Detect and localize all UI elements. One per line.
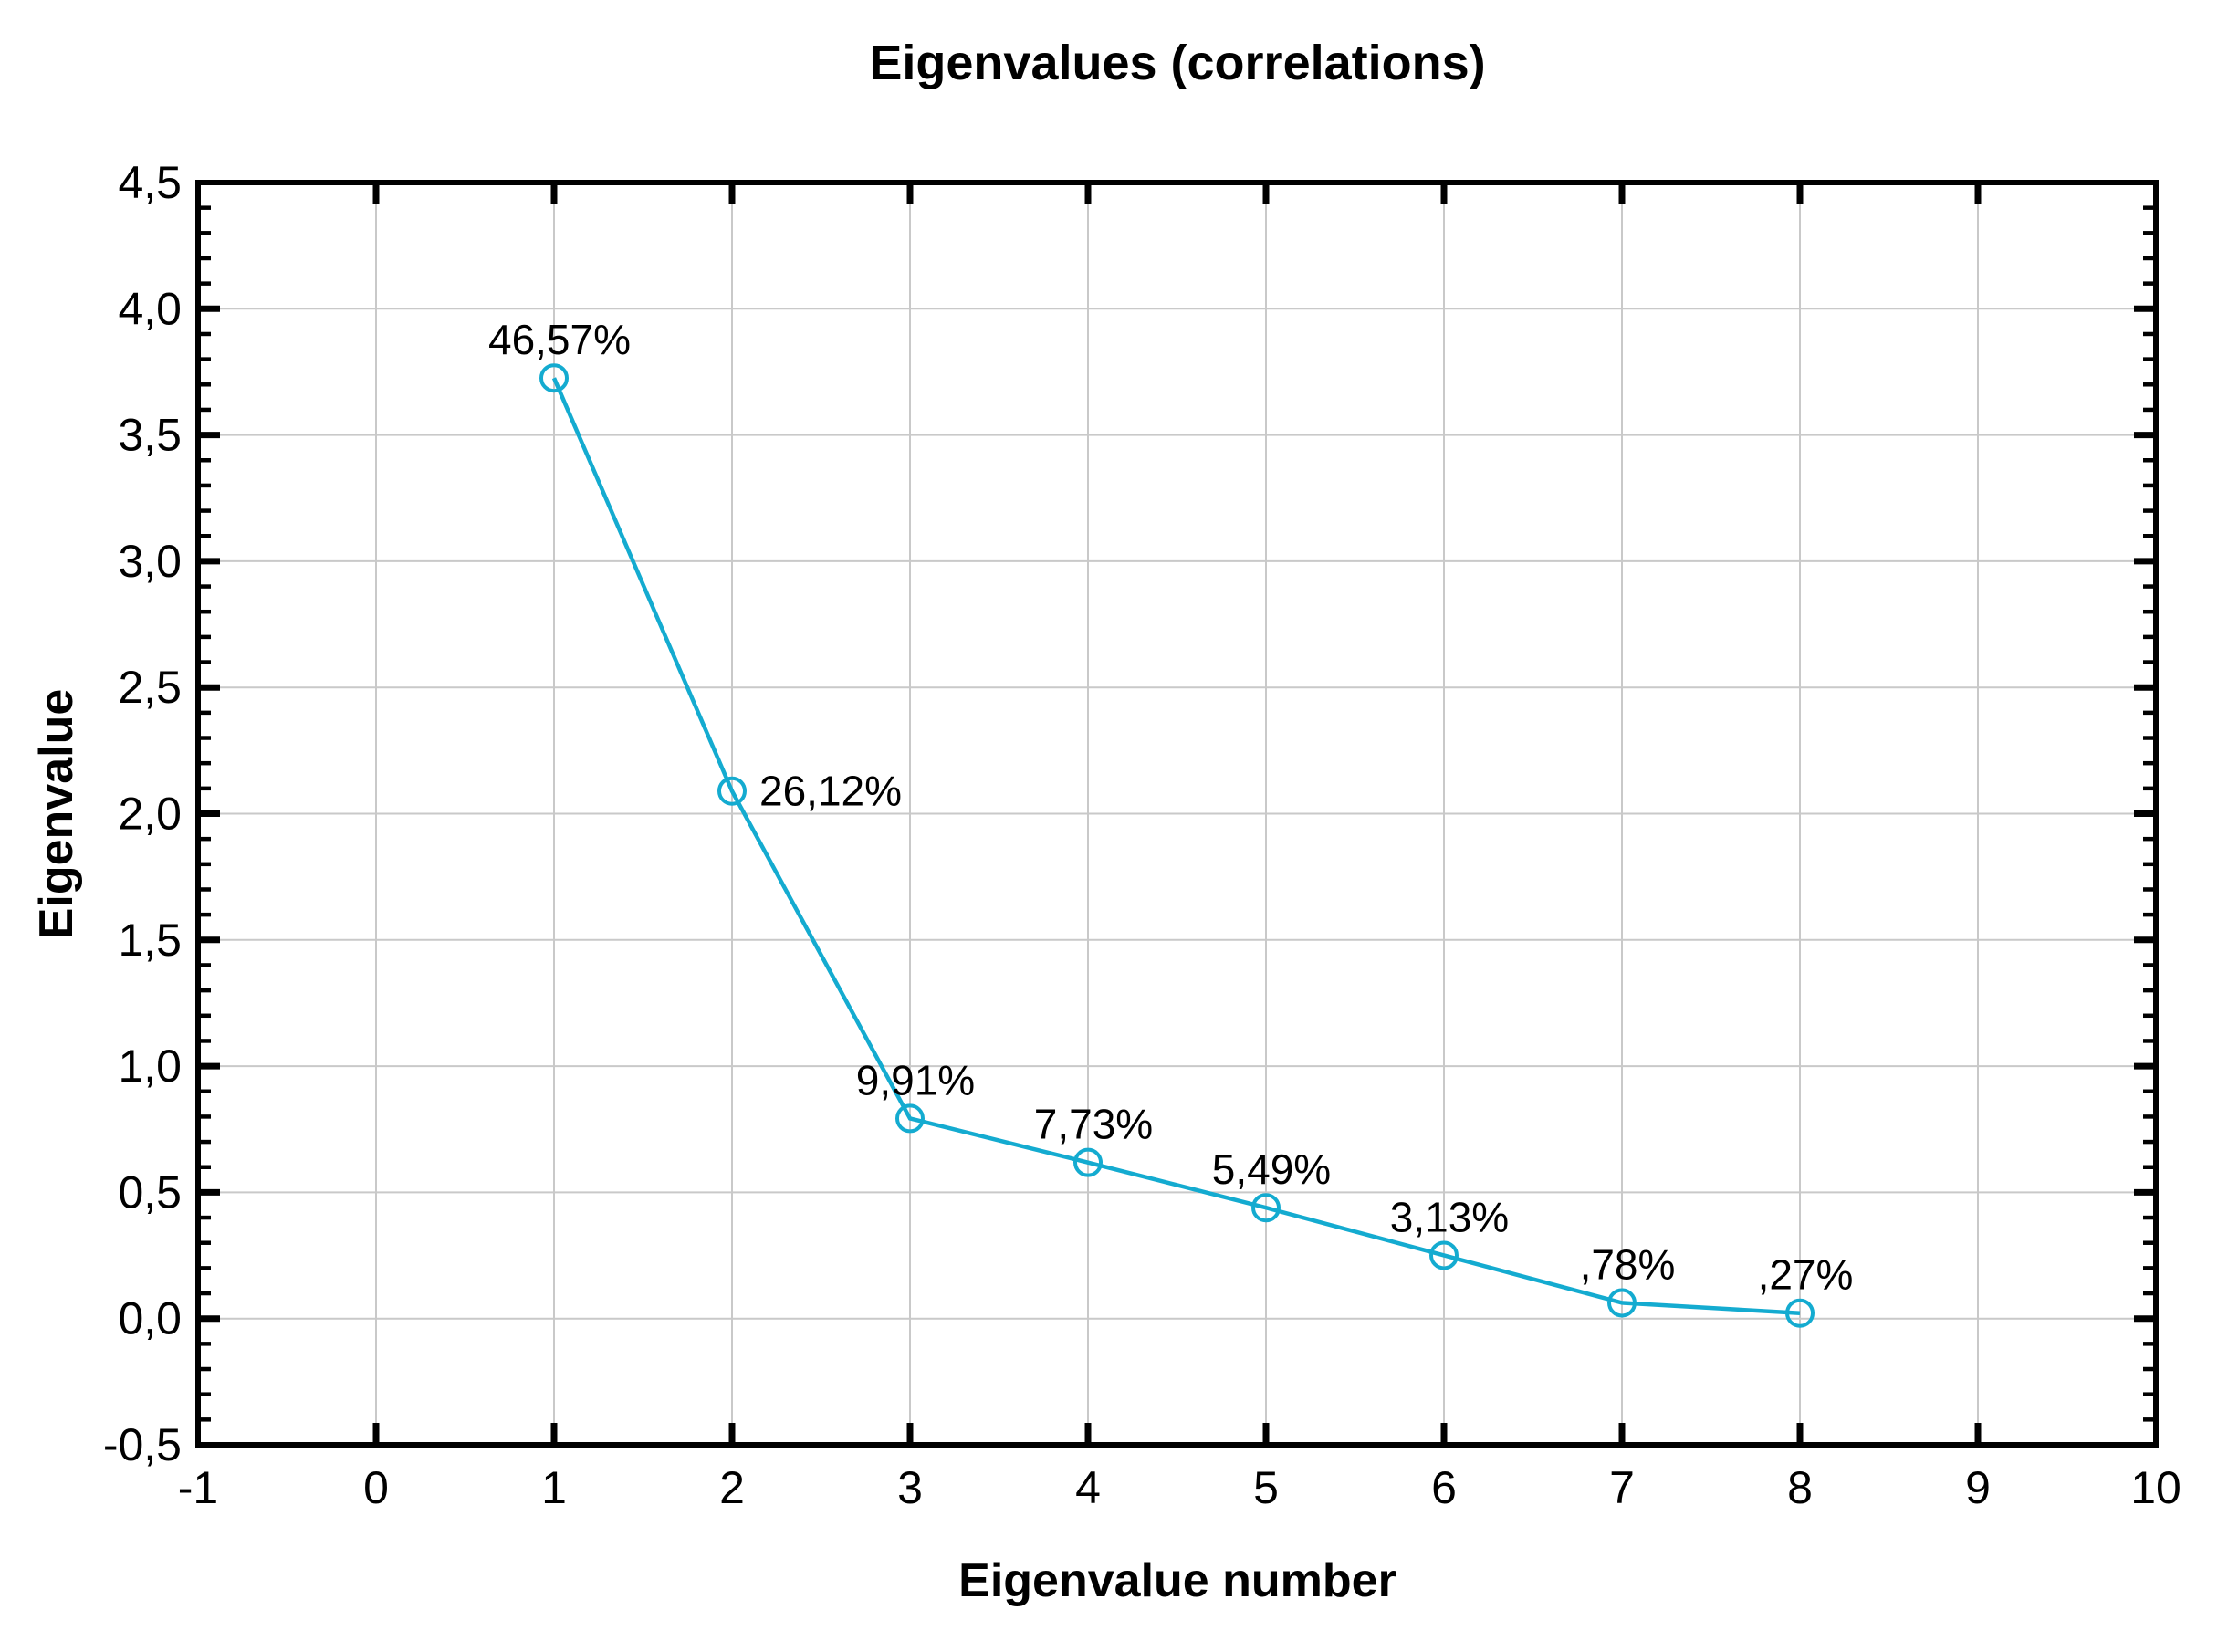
x-tick-label: 4 [1075, 1462, 1101, 1513]
y-tick-label: 3,0 [118, 536, 182, 587]
point-percentage-label: 5,49% [1212, 1145, 1331, 1193]
data-point-marker [539, 363, 569, 393]
point-percentage-label: ,78% [1580, 1240, 1676, 1288]
y-tick-label: 1,5 [118, 915, 182, 966]
data-point-marker [895, 1103, 925, 1134]
x-tick-label: 2 [719, 1462, 745, 1513]
data-point-marker [1073, 1147, 1103, 1177]
plot-border [195, 180, 2159, 1448]
y-tick-label: 2,5 [118, 662, 182, 713]
y-tick-label: 0,5 [118, 1166, 182, 1218]
x-tick-label: 9 [1965, 1462, 1991, 1513]
x-tick-label: 3 [897, 1462, 923, 1513]
y-tick-label: 1,0 [118, 1040, 182, 1092]
data-point-marker [1607, 1288, 1637, 1318]
y-tick-label: 4,5 [118, 157, 182, 208]
data-point-marker [1429, 1240, 1459, 1270]
x-tick-label: 10 [2130, 1462, 2181, 1513]
x-tick-label: 8 [1787, 1462, 1813, 1513]
data-point-marker [1785, 1298, 1815, 1328]
eigenvalue-line-series [551, 377, 1801, 1315]
chart-title: Eigenvalues (correlations) [869, 36, 1486, 90]
x-tick-label: 5 [1253, 1462, 1279, 1513]
x-tick-label: -1 [178, 1462, 218, 1513]
x-tick-label: 0 [363, 1462, 389, 1513]
point-percentage-label: ,27% [1758, 1251, 1854, 1299]
x-tick-label: 6 [1431, 1462, 1457, 1513]
point-percentage-label: 9,91% [856, 1056, 975, 1103]
y-tick-label: 2,0 [118, 789, 182, 840]
y-tick-label: 3,5 [118, 410, 182, 461]
x-tick-label: 1 [541, 1462, 567, 1513]
y-tick-label: -0,5 [103, 1419, 182, 1470]
data-point-marker [717, 776, 747, 806]
x-tick-label: 7 [1609, 1462, 1635, 1513]
point-percentage-label: 3,13% [1390, 1193, 1509, 1240]
point-percentage-label: 7,73% [1034, 1101, 1153, 1148]
point-percentage-label: 26,12% [759, 768, 902, 815]
y-tick-label: 4,0 [118, 283, 182, 334]
data-point-marker [1251, 1193, 1281, 1223]
x-axis-title: Eigenvalue number [958, 1554, 1396, 1607]
y-tick-label: 0,0 [118, 1293, 182, 1344]
point-percentage-label: 46,57% [488, 316, 631, 363]
